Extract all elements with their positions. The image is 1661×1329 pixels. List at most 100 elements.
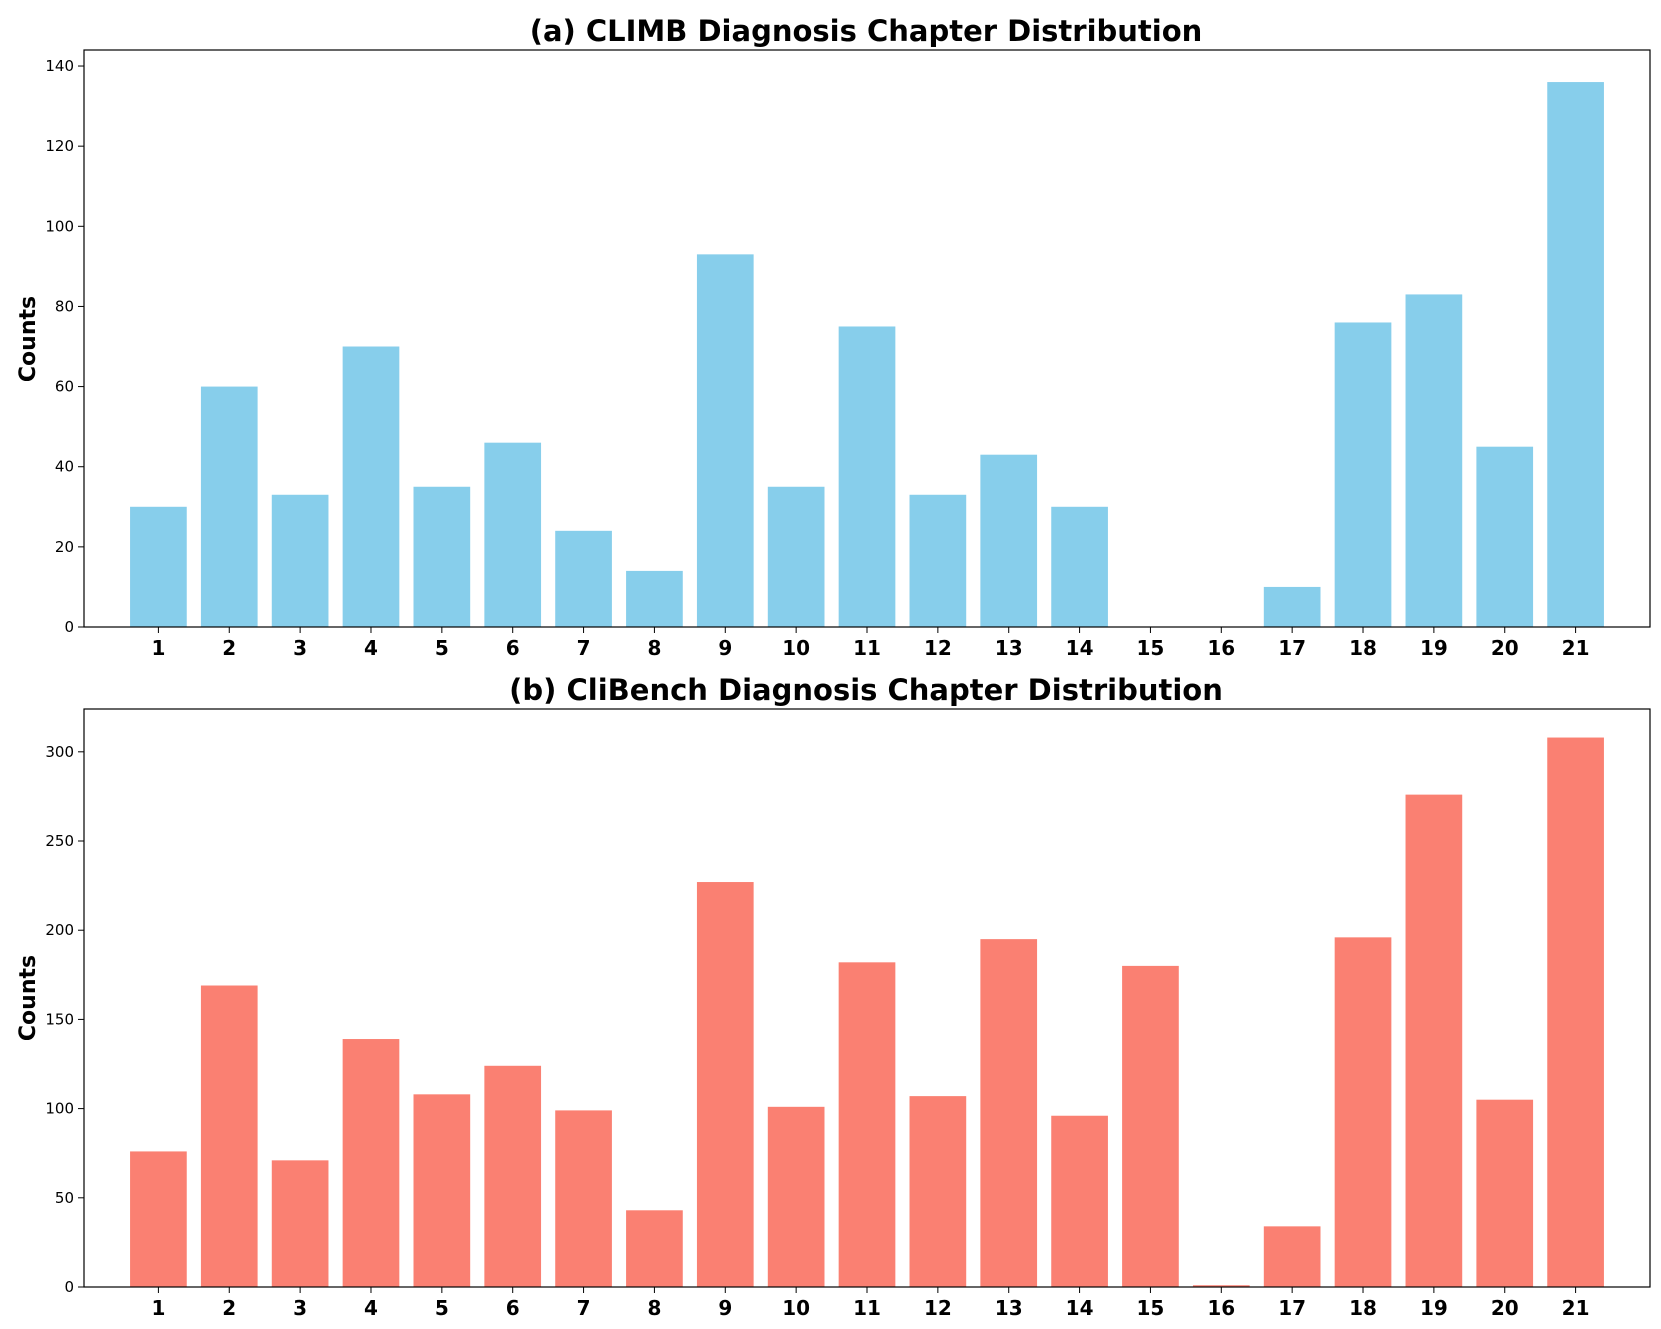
panel-b: (b) CliBench Diagnosis Chapter Distribut…: [16, 673, 1651, 1320]
x-tick-label: 18: [1349, 636, 1377, 660]
bar-21: [1547, 82, 1604, 627]
x-tick-label: 2: [222, 1296, 236, 1320]
bar-4: [342, 1039, 400, 1287]
y-tick-label: 120: [45, 137, 74, 155]
x-tick-label: 21: [1562, 1296, 1590, 1320]
x-tick-label: 17: [1278, 1296, 1306, 1320]
y-tick-label: 0: [64, 618, 74, 636]
bar-17: [1263, 586, 1321, 627]
bar-17: [1263, 1226, 1321, 1287]
y-tick-label: 20: [55, 538, 74, 556]
x-tick-label: 18: [1349, 1296, 1377, 1320]
y-ticks: 0 20 40 60 80 100 120 140: [45, 57, 84, 636]
bar-19: [1405, 294, 1463, 627]
x-tick-label: 4: [364, 636, 378, 660]
x-tick-label: 9: [718, 1296, 732, 1320]
bar-7: [555, 530, 612, 627]
x-tick-label: 3: [293, 1296, 307, 1320]
bar-21: [1547, 737, 1604, 1287]
x-tick-label: 1: [151, 636, 165, 660]
bar-2: [200, 985, 258, 1287]
x-tick-label: 11: [853, 636, 881, 660]
x-ticks: 1 2 3 4 5 6 7 8 9 10 11 12 13 14 15 16 17 18 19 20 21: [151, 627, 1590, 660]
bar-12: [909, 1096, 967, 1287]
x-tick-label: 14: [1066, 1296, 1094, 1320]
bar-8: [626, 1210, 683, 1287]
bar-1: [130, 1151, 187, 1287]
y-tick-label: 40: [55, 458, 74, 476]
bar-6: [484, 1065, 542, 1287]
y-axis-label: Counts: [16, 296, 41, 382]
bar-16: [1192, 1285, 1250, 1287]
bar-7: [555, 1110, 612, 1287]
chart-title: (a) CLIMB Diagnosis Chapter Distribution: [530, 14, 1203, 48]
y-tick-label: 300: [45, 743, 74, 761]
bar-11: [838, 326, 896, 627]
y-tick-label: 100: [45, 1100, 74, 1118]
bar-5: [413, 486, 471, 627]
x-tick-label: 6: [506, 1296, 520, 1320]
x-tick-label: 16: [1207, 636, 1235, 660]
y-tick-label: 0: [64, 1278, 74, 1296]
bar-8: [626, 570, 683, 627]
x-tick-label: 5: [435, 1296, 449, 1320]
x-tick-label: 1: [151, 1296, 165, 1320]
bar-13: [980, 454, 1038, 627]
x-tick-label: 20: [1491, 636, 1519, 660]
bar-3: [271, 494, 329, 627]
x-tick-label: 14: [1066, 636, 1094, 660]
x-tick-label: 7: [577, 636, 591, 660]
x-tick-label: 8: [647, 1296, 661, 1320]
x-tick-label: 16: [1207, 1296, 1235, 1320]
x-tick-label: 9: [718, 636, 732, 660]
bar-2: [200, 386, 258, 627]
y-tick-label: 250: [45, 832, 74, 850]
x-tick-label: 20: [1491, 1296, 1519, 1320]
bar-1: [130, 506, 187, 627]
x-tick-label: 4: [364, 1296, 378, 1320]
x-tick-label: 10: [782, 1296, 810, 1320]
bar-10: [767, 486, 825, 627]
bar-14: [1051, 506, 1108, 627]
bar-4: [342, 346, 400, 627]
x-tick-label: 12: [924, 636, 952, 660]
bar-19: [1405, 794, 1463, 1287]
x-tick-label: 19: [1420, 1296, 1448, 1320]
bar-12: [909, 494, 967, 627]
panel-a: (a) CLIMB Diagnosis Chapter Distribution…: [16, 14, 1651, 660]
y-tick-label: 50: [55, 1189, 74, 1207]
x-tick-label: 19: [1420, 636, 1448, 660]
y-tick-label: 150: [45, 1010, 74, 1028]
x-tick-label: 3: [293, 636, 307, 660]
x-tick-label: 10: [782, 636, 810, 660]
bar-14: [1051, 1115, 1108, 1287]
x-tick-label: 5: [435, 636, 449, 660]
bar-5: [413, 1094, 471, 1287]
bar-9: [696, 882, 754, 1287]
bar-3: [271, 1160, 329, 1287]
bars: [130, 737, 1604, 1287]
y-tick-label: 80: [55, 297, 74, 315]
x-tick-label: 11: [853, 1296, 881, 1320]
axes-frame: [83, 49, 1651, 628]
x-tick-label: 6: [506, 636, 520, 660]
x-tick-label: 17: [1278, 636, 1306, 660]
bar-20: [1476, 1099, 1534, 1287]
y-tick-label: 140: [45, 57, 74, 75]
y-ticks: 0 50 100 150 200 250 300: [45, 743, 84, 1296]
bar-10: [767, 1106, 825, 1287]
y-tick-label: 60: [55, 378, 74, 396]
y-tick-label: 100: [45, 217, 74, 235]
x-tick-label: 13: [995, 636, 1023, 660]
x-tick-label: 15: [1137, 1296, 1165, 1320]
chart-title: (b) CliBench Diagnosis Chapter Distribut…: [509, 673, 1223, 707]
bars: [130, 82, 1604, 627]
x-tick-label: 13: [995, 1296, 1023, 1320]
bar-6: [484, 442, 542, 627]
x-tick-label: 2: [222, 636, 236, 660]
bar-18: [1334, 322, 1392, 627]
bar-18: [1334, 937, 1392, 1287]
bar-11: [838, 962, 896, 1287]
bar-9: [696, 254, 754, 627]
